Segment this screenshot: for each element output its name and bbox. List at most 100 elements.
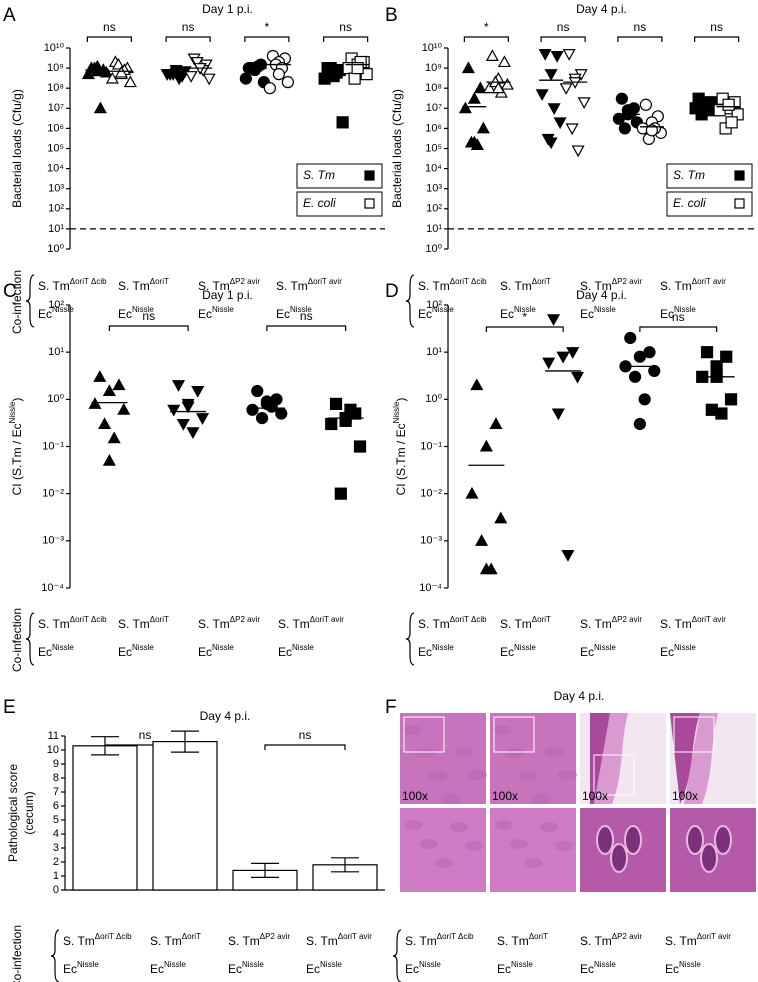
panel-title: Day 4 p.i. [200,709,251,723]
gland [714,825,732,855]
y-axis-label-part: CI (S.Tm / Ec [10,423,24,495]
texture [531,794,551,804]
zoom-box [493,716,535,753]
significance-label: * [265,20,270,34]
y-axis-label-sup: Nissle [392,401,401,423]
point [263,82,276,95]
point [473,81,487,94]
point [184,71,198,83]
partner-label-sup: Nissle [290,305,312,314]
partner-label-part: Ec [228,962,242,976]
strain-label-sup: ΔoriT Δcib [70,277,107,286]
strain-label: S. TmΔoriT Δcib [418,615,487,631]
point [561,550,575,562]
partner-label: EcNissle [150,960,186,976]
point [246,403,259,416]
point [547,314,561,326]
partner-label-sup: Nissle [320,960,342,969]
strain-label-sup: ΔoriT avir [308,277,342,286]
strain-label-sup: ΔoriT avir [338,932,372,941]
strain-label-sup: ΔP2 avir [612,277,643,286]
y-tick-label: 10¹⁰ [44,42,65,54]
y-tick-label: 10⁻² [42,488,64,500]
y-tick-label: 10¹ [48,346,64,358]
strain-label: S. TmΔoriT [500,615,551,631]
point [190,57,204,69]
strain-label-sup: ΔoriT [150,615,169,624]
point [491,81,505,94]
panel-title: Day 4 p.i. [576,288,627,302]
y-axis-label: Bacterial loads (Cfu/g) [390,89,404,208]
significance-bracket [540,36,586,42]
partner-label: EcNissle [306,960,342,976]
point [191,386,205,398]
point [550,50,564,63]
texture [402,725,422,735]
panel-letter: D [385,281,399,302]
y-tick-label: 10⁶ [425,122,442,134]
strain-label-part: S. Tm [228,934,260,948]
strain-label-part: S. Tm [150,934,182,948]
legend-label: E. coli [303,196,336,210]
point [169,65,183,77]
texture [557,770,577,780]
point [172,380,186,392]
strain-label: S. TmΔP2 avir [198,277,260,293]
partner-label-sup: Nissle [77,960,99,969]
magnification: 100x [402,789,428,803]
strain-label: S. TmΔP2 avir [580,932,642,948]
y-tick-label: 4 [53,828,59,840]
strain-label: S. TmΔoriT Δcib [418,277,487,293]
partner-label-sup: Nissle [419,960,441,969]
point [202,73,216,86]
y-tick-label: 10⁻¹ [42,440,64,452]
bar [72,745,138,891]
point [98,417,112,429]
y-tick-label: 10⁻⁴ [419,582,442,594]
strain-label-sup: ΔP2 avir [230,615,261,624]
point [105,71,119,84]
significance-label: ns [103,20,116,34]
strain-label-part: S. Tm [405,934,437,948]
partner-label-sup: Nissle [132,643,154,652]
panel-title: Day 1 p.i. [202,2,253,16]
magnification: 100x [672,789,698,803]
point [621,104,634,117]
significance-bracket [323,36,369,42]
strain-label: S. TmΔoriT Δcib [38,277,107,293]
point [624,331,637,345]
y-axis-label-part: CI (S.Tm / Ec [394,423,408,495]
strain-label-part: S. Tm [306,934,338,948]
texture [510,839,528,849]
point [465,486,479,499]
error-bar [331,857,359,873]
partner-label-sup: Nissle [164,960,186,969]
significance-bracket [266,325,347,331]
point [93,370,107,382]
y-tick-label: 10³ [426,183,442,195]
panel-letter: A [3,5,16,26]
y-tick-label: 3 [53,842,59,854]
legend-marker [734,198,745,209]
legend-label: S. Tm [303,168,335,182]
strain-label-sup: ΔP2 avir [612,615,643,624]
point [181,401,195,414]
brace [50,929,60,982]
partner-label: EcNissle [580,643,616,659]
partner-label-part: Ec [38,307,52,321]
y-axis-label-part: ) [394,398,408,402]
y-axis-label: Bacterial loads (Cfu/g) [10,89,24,208]
point [176,418,190,431]
texture [420,839,438,849]
brace [25,612,35,666]
panel-title: Day 4 p.i. [554,689,605,703]
y-tick-label: 10³ [48,183,64,195]
texture [435,858,453,868]
point [538,49,552,61]
point [260,395,273,408]
partner-label: EcNissle [198,643,234,659]
legend-label: S. Tm [673,168,705,182]
partner-label-part: Ec [118,645,132,659]
strain-label-sup: ΔoriT avir [692,615,726,624]
point [281,76,294,89]
